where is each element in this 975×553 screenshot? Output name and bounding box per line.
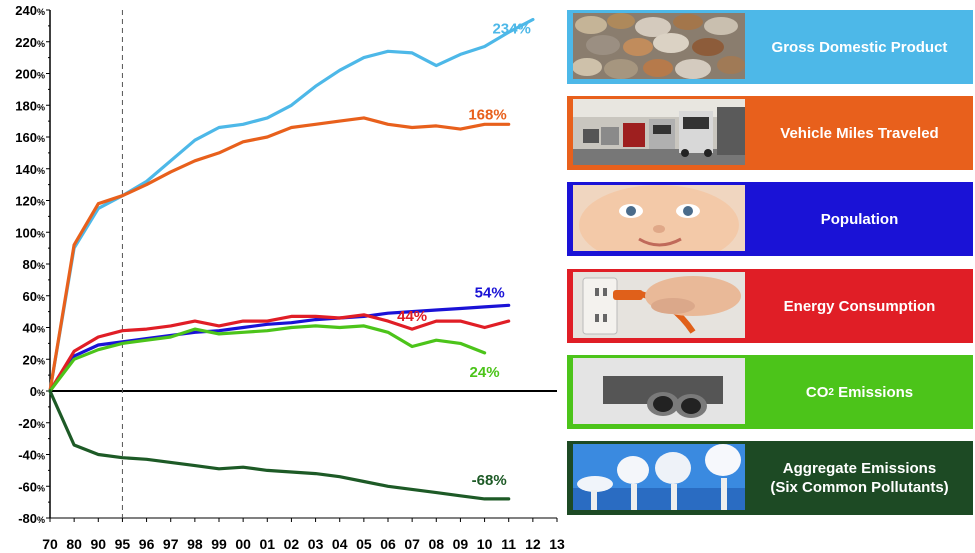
axes [46,9,558,522]
legend-population: Population [567,182,973,256]
legend-label-co2: CO 2 Emissions [752,355,967,429]
legend-co2: CO 2 Emissions [567,355,973,429]
exhaust-photo-icon [573,358,745,424]
y-tick-label: 60% [23,289,45,304]
legend-aggregate: Aggregate Emissions (Six Common Pollutan… [567,441,973,515]
co2-tail: Emissions [833,383,914,401]
co2-main: CO [805,383,829,401]
x-tick-label: 95 [115,536,131,552]
y-tick-label: -40% [18,448,45,463]
y-tick-label: 0% [30,384,45,399]
legend-label-energy: Energy Consumption [783,297,936,315]
aggregate-line2: (Six Common Pollutants) [770,479,949,496]
series-line-4 [48,324,487,393]
series-end-label-4: 24% [470,364,500,381]
legend-vmt: Vehicle Miles Traveled [567,96,973,170]
plug-photo-icon [573,272,745,338]
x-tick-label: 00 [235,536,251,552]
baby-photo-icon [573,185,745,251]
x-tick-label: 99 [211,536,227,552]
x-tick-label: 80 [66,536,82,552]
y-tick-label: -60% [18,479,45,494]
x-tick-label: 05 [356,536,372,552]
x-tick-label: 02 [284,536,300,552]
traffic-photo-icon [573,99,745,165]
tick-labels: 240%220%200%180%160%140%120%100%80%60%40… [15,3,565,552]
series-line-3 [48,313,511,393]
x-tick-label: 11 [501,536,516,552]
smokestacks-photo-icon [573,444,745,510]
series-end-label-5: -68% [472,472,507,489]
x-tick-label: 04 [332,536,348,552]
x-tick-label: 10 [477,536,493,552]
x-tick-label: 90 [90,536,106,552]
x-tick-label: 96 [139,536,155,552]
x-tick-label: 08 [428,536,444,552]
x-tick-label: 06 [380,536,396,552]
y-tick-label: -80% [18,511,45,526]
y-tick-label: 40% [23,321,45,336]
series-lines [48,17,535,501]
x-tick-label: 98 [187,536,203,552]
x-tick-label: 97 [163,536,179,552]
y-tick-label: 240% [15,3,45,18]
legend-energy: Energy Consumption [567,269,973,343]
y-tick-label: -20% [18,416,45,431]
x-tick-label: 01 [259,536,275,552]
y-tick-label: 80% [23,257,45,272]
x-tick-label: 12 [525,536,541,552]
y-tick-label: 180% [15,98,45,113]
y-tick-label: 220% [15,35,45,50]
series-end-label-2: 54% [475,284,505,301]
y-tick-label: 140% [15,162,45,177]
y-tick-label: 100% [15,225,45,240]
x-tick-label: 07 [404,536,420,552]
x-tick-label: 70 [42,536,58,552]
x-tick-label: 09 [453,536,469,552]
coins-photo-icon [573,13,745,79]
series-line-5 [48,389,511,501]
y-tick-label: 20% [23,352,45,367]
series-end-label-0: 234% [492,21,530,38]
x-tick-label: 03 [308,536,324,552]
legend-label-aggregate: Aggregate Emissions (Six Common Pollutan… [752,441,967,515]
y-tick-label: 120% [15,194,45,209]
line-chart: 240%220%200%180%160%140%120%100%80%60%40… [15,3,565,552]
legend-label-population: Population [820,210,899,228]
y-tick-label: 160% [15,130,45,145]
aggregate-line1: Aggregate Emissions [782,460,937,477]
series-end-label-3: 44% [397,308,427,325]
x-tick-label: 13 [549,536,565,552]
legend-gdp: Gross Domestic Product [567,10,973,84]
y-tick-label: 200% [15,67,45,82]
legend-label-gdp: Gross Domestic Product [771,38,948,56]
co2-subscript: 2 [828,386,834,398]
series-end-label-1: 168% [468,106,506,123]
series-line-1 [48,116,511,393]
legend-label-vmt: Vehicle Miles Traveled [780,124,939,142]
